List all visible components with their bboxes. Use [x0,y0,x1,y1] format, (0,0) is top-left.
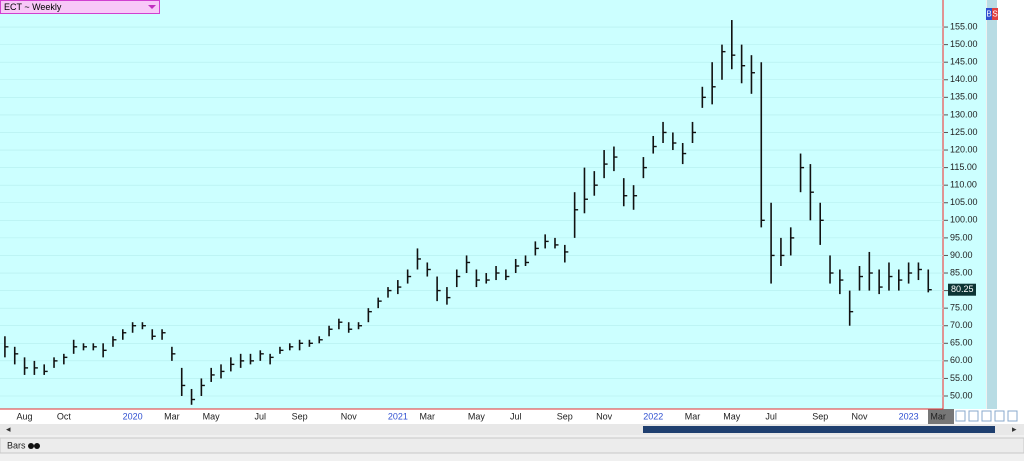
y-tick-label: 130.00 [950,109,978,119]
y-axis-panel [944,0,986,409]
y-tick-label: 140.00 [950,74,978,84]
x-tick-label: Nov [341,411,358,421]
x-tick-label: Mar [420,411,436,421]
y-tick-label: 90.00 [950,250,973,260]
x-tick-label: May [203,411,221,421]
scroll-right[interactable]: ▸ [1012,424,1017,434]
x-tick-label: 2022 [643,411,663,421]
chart-style[interactable]: Bars [7,440,26,450]
x-tick-label: Nov [851,411,868,421]
x-tick-label: Mar [164,411,180,421]
x-tick-label: Aug [17,411,33,421]
y-tick-label: 120.00 [950,144,978,154]
x-tick-label: Sep [812,411,828,421]
side-strip [987,0,997,409]
y-tick-label: 155.00 [950,21,978,31]
badge[interactable]: B [986,10,991,19]
plot-marks [0,20,948,405]
icon[interactable] [1007,410,1018,422]
x-tick-label: Sep [292,411,308,421]
x-tick-label: 2023 [899,411,919,421]
future-box [928,409,954,424]
style-icon[interactable] [28,443,34,449]
y-tick-label: 135.00 [950,92,978,102]
y-tick-label: 125.00 [950,127,978,137]
y-tick-label: 105.00 [950,197,978,207]
icon[interactable] [981,410,992,422]
title-box[interactable] [0,0,160,14]
y-tick-label: 85.00 [950,267,973,277]
x-tick-label: Jul [510,411,522,421]
dropdown-arrow[interactable] [148,5,156,9]
toolbar-icons [955,410,1018,422]
y-tick-label: 95.00 [950,232,973,242]
y-tick-label: 75.00 [950,303,973,313]
y-tick-label: 145.00 [950,57,978,67]
x-tick-label: Sep [557,411,573,421]
chart-title: ECT ~ Weekly [4,2,62,12]
x-tick-label: Mar [930,411,946,421]
scroll-thumb[interactable] [643,426,995,433]
icon[interactable] [955,410,966,422]
y-tick-label: 150.00 [950,39,978,49]
y-tick-label: 65.00 [950,338,973,348]
x-tick-label: May [723,411,741,421]
y-tick-label: 60.00 [950,355,973,365]
x-tick-label: Jul [255,411,267,421]
y-tick-label: 110.00 [950,180,977,190]
scroll-left[interactable]: ◂ [6,424,11,434]
x-tick-label: Jul [765,411,777,421]
last-price-box [948,283,976,296]
plot-area [0,0,943,409]
icon[interactable] [994,410,1005,422]
bottom-bar [0,437,1024,454]
icon[interactable] [968,410,979,422]
style-icon[interactable] [34,443,40,449]
y-tick-label: 115.00 [950,162,977,172]
x-tick-label: Nov [596,411,613,421]
x-tick-label: Mar [685,411,701,421]
x-tick-label: May [468,411,486,421]
side-margin [997,0,1024,409]
y-tick-label: 50.00 [950,390,973,400]
x-tick-label: 2021 [388,411,408,421]
y-tick-label: 55.00 [950,373,973,383]
last-price: 80.25 [951,284,974,294]
x-tick-label: 2020 [123,411,143,421]
x-tick-label: Oct [57,411,72,421]
x-axis-strip [0,409,1024,424]
badge-bg [992,8,998,20]
y-tick-label: 70.00 [950,320,973,330]
y-tick-label: 100.00 [950,215,978,225]
badge-bg [986,8,992,20]
scrollbar[interactable] [0,424,1024,435]
badge[interactable]: S [992,10,997,19]
